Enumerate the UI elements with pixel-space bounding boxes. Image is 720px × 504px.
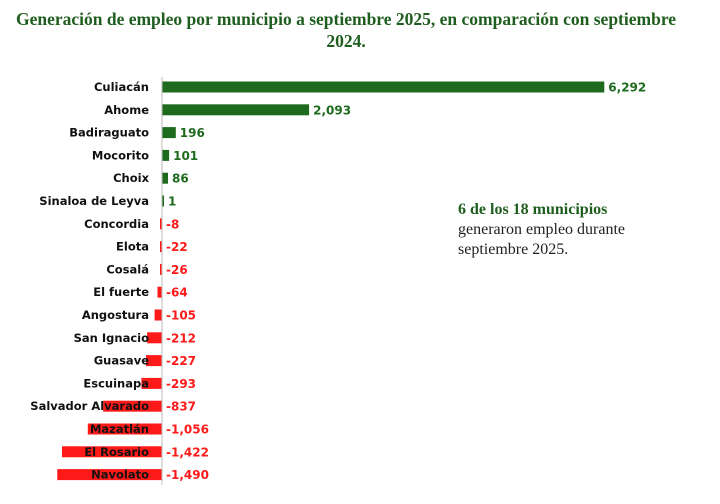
bar-salvador-alvarado bbox=[103, 400, 162, 412]
category-label: Angostura bbox=[82, 308, 149, 322]
bar-culiac-n bbox=[162, 81, 605, 93]
category-label: San Ignacio bbox=[74, 331, 149, 345]
category-label: Salvador Alvarado bbox=[30, 399, 149, 413]
bar-navolato bbox=[57, 469, 162, 481]
category-label: Escuinapa bbox=[83, 376, 149, 390]
category-label: Cosalá bbox=[106, 262, 149, 276]
annotation-box: 6 de los 18 municipios generaron empleo … bbox=[458, 200, 688, 260]
value-label: -22 bbox=[166, 240, 188, 254]
category-label: Mazatlán bbox=[90, 422, 149, 436]
bar-sinaloa-de-leyva bbox=[162, 195, 164, 207]
bar-choix bbox=[162, 172, 168, 184]
category-label: Navolato bbox=[91, 468, 149, 482]
bar-san-ignacio bbox=[147, 332, 162, 344]
bar-el-fuerte bbox=[157, 286, 162, 298]
bar-concordia bbox=[160, 218, 162, 230]
bar-escuinapa bbox=[141, 377, 162, 389]
bar-angostura bbox=[154, 309, 162, 321]
value-label: -8 bbox=[166, 217, 179, 231]
category-label: Concordia bbox=[84, 217, 149, 231]
value-label: -212 bbox=[166, 331, 196, 345]
category-label: Ahome bbox=[104, 103, 149, 117]
bar-badiraguato bbox=[162, 127, 176, 139]
bar-ahome bbox=[162, 104, 310, 116]
value-label: 196 bbox=[180, 126, 205, 140]
value-label: -26 bbox=[166, 263, 188, 277]
category-label: Mocorito bbox=[92, 148, 149, 162]
value-label: -837 bbox=[166, 400, 196, 414]
value-label: -1,490 bbox=[166, 468, 209, 482]
value-label: -64 bbox=[166, 286, 188, 300]
value-label: 6,292 bbox=[608, 81, 646, 95]
bar-guasave bbox=[146, 355, 162, 367]
value-label: 1 bbox=[168, 195, 176, 209]
bar-mazatl-n bbox=[87, 423, 162, 435]
value-label: 86 bbox=[172, 172, 189, 186]
category-label: Culiacán bbox=[94, 80, 149, 94]
annotation-highlight: 6 de los 18 municipios bbox=[458, 201, 608, 218]
category-label: Sinaloa de Leyva bbox=[39, 194, 149, 208]
category-label: Badiraguato bbox=[69, 126, 149, 140]
bar-el-rosario bbox=[62, 446, 162, 458]
category-label: Choix bbox=[113, 171, 149, 185]
bar-cosal- bbox=[160, 263, 162, 275]
category-label: Elota bbox=[116, 240, 149, 254]
chart-title: Generación de empleo por municipio a sep… bbox=[15, 9, 677, 51]
value-label: -1,422 bbox=[166, 445, 209, 459]
annotation-text: generaron empleo durante septiembre 2025… bbox=[458, 221, 626, 258]
value-label: -293 bbox=[166, 377, 196, 391]
category-label: El Rosario bbox=[84, 445, 149, 459]
value-label: -227 bbox=[166, 354, 196, 368]
bar-elota bbox=[160, 241, 162, 253]
category-label: El fuerte bbox=[93, 285, 149, 299]
bar-mocorito bbox=[162, 149, 170, 161]
value-label: 101 bbox=[173, 149, 198, 163]
value-label: 2,093 bbox=[313, 103, 351, 117]
value-label: -1,056 bbox=[166, 423, 209, 437]
category-label: Guasave bbox=[94, 354, 149, 368]
value-label: -105 bbox=[166, 309, 196, 323]
